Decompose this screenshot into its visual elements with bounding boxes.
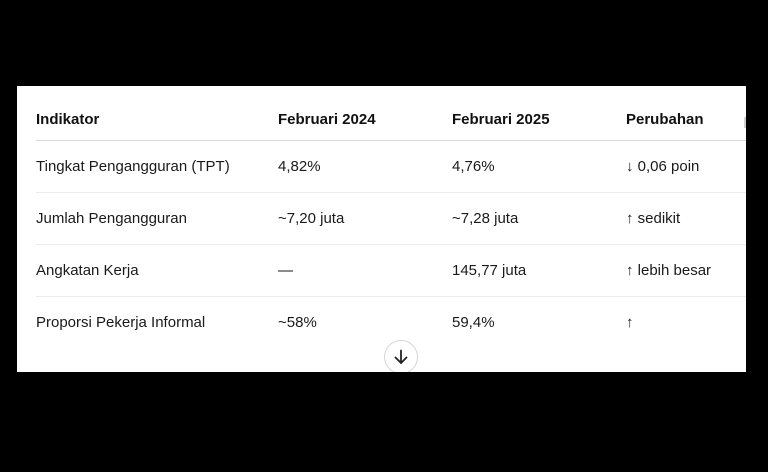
cell-februari-2024: — (278, 244, 452, 297)
table-row: Tingkat Pengangguran (TPT) 4,82% 4,76% ↓… (36, 140, 746, 193)
cell-februari-2025: 145,77 juta (452, 244, 626, 297)
cell-februari-2024: ~58% (278, 314, 317, 331)
cell-februari-2024: 4,82% (278, 140, 452, 193)
data-table: Indikator Februari 2024 Februari 2025 Pe… (36, 99, 746, 348)
cell-februari-2025: 59,4% (452, 314, 495, 331)
cell-februari-2025: 4,76% (452, 140, 626, 193)
table-row: Jumlah Pengangguran ~7,20 juta ~7,28 jut… (36, 192, 746, 245)
header-februari-2024: Februari 2024 (278, 99, 452, 141)
cell-perubahan: ↑ sedikit (626, 192, 746, 245)
cell-indikator: Proporsi Pekerja Informal (36, 314, 206, 331)
header-perubahan: Perubahan (626, 99, 746, 141)
cell-indikator: Jumlah Pengangguran (36, 192, 278, 245)
cell-perubahan: ↓ 0,06 poin (626, 140, 746, 193)
header-indikator: Indikator (36, 99, 278, 141)
table-row: Proporsi Pekerja Informal ~58% 59,4% ↑ (36, 297, 746, 349)
scroll-edge-indicator (744, 117, 746, 128)
table-header-row: Indikator Februari 2024 Februari 2025 Pe… (36, 99, 746, 141)
scroll-down-button[interactable] (384, 340, 418, 372)
cell-perubahan: ↑ (626, 314, 634, 331)
cell-perubahan: ↑ lebih besar (626, 244, 746, 297)
arrow-down-icon (394, 349, 408, 364)
cell-indikator: Tingkat Pengangguran (TPT) (36, 140, 278, 193)
cell-februari-2024: ~7,20 juta (278, 192, 452, 245)
cell-februari-2025: ~7,28 juta (452, 192, 626, 245)
table-panel: Indikator Februari 2024 Februari 2025 Pe… (17, 86, 746, 372)
table-row: Angkatan Kerja — 145,77 juta ↑ lebih bes… (36, 244, 746, 297)
header-februari-2025: Februari 2025 (452, 99, 626, 141)
cell-indikator: Angkatan Kerja (36, 244, 278, 297)
